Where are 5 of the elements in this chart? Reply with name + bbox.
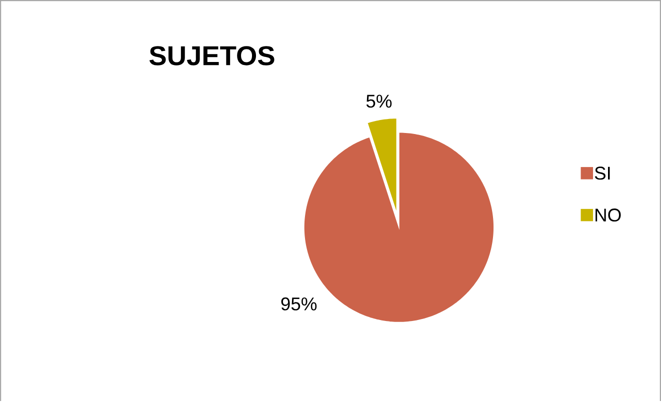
legend-label: SI	[594, 166, 610, 180]
legend-label: NO	[596, 208, 621, 222]
data-label: 5%	[366, 94, 392, 108]
chart-title: SUJETOS	[149, 46, 274, 66]
data-label: 95%	[281, 298, 317, 311]
